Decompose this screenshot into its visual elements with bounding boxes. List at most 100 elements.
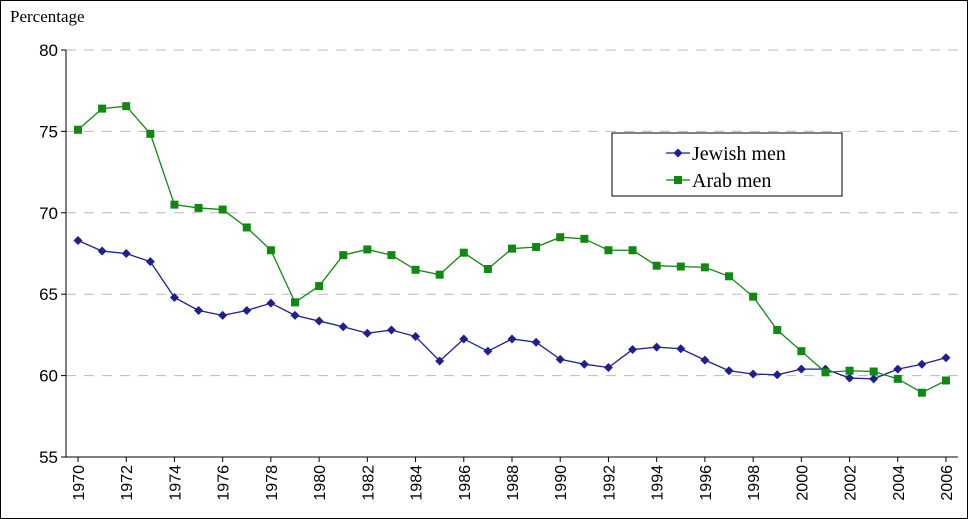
point — [942, 376, 950, 385]
point — [725, 272, 733, 281]
y-tick-label: 70 — [39, 204, 58, 223]
x-tick-label: 1978 — [264, 465, 281, 501]
point — [652, 342, 662, 352]
point — [652, 261, 661, 270]
x-tick-label: 1970 — [71, 465, 88, 501]
point — [676, 344, 686, 354]
point — [435, 270, 444, 279]
y-tick-label: 55 — [39, 448, 58, 467]
point — [459, 334, 469, 344]
legend-marker — [673, 148, 683, 158]
x-tick-label: 2000 — [794, 465, 811, 501]
point — [387, 251, 396, 260]
point — [483, 346, 493, 356]
point — [73, 235, 83, 245]
legend-marker — [674, 176, 682, 184]
point — [531, 337, 541, 347]
point — [724, 366, 734, 376]
y-axis-label: Percentage — [10, 7, 85, 26]
point — [508, 244, 516, 253]
point — [580, 234, 589, 243]
x-tick-label: 1992 — [601, 465, 618, 501]
point — [97, 246, 107, 256]
x-tick-label: 1996 — [698, 465, 715, 501]
point — [242, 223, 251, 232]
point — [242, 305, 252, 315]
legend-box — [611, 132, 843, 197]
point — [146, 129, 155, 138]
point — [218, 310, 228, 320]
x-tick-label: 1980 — [312, 465, 329, 501]
x-tick-label: 1994 — [650, 465, 667, 501]
legend-label: Arab men — [692, 170, 771, 192]
point — [579, 359, 589, 369]
point — [194, 203, 203, 212]
y-tick-label: 80 — [39, 41, 58, 60]
point — [941, 353, 951, 363]
point — [507, 334, 517, 344]
x-tick-label: 1986 — [457, 465, 474, 501]
y-tick-label: 60 — [39, 367, 58, 386]
point — [170, 200, 179, 209]
point — [796, 364, 806, 374]
point — [314, 316, 324, 326]
point — [748, 369, 758, 379]
point — [917, 359, 927, 369]
point — [700, 263, 709, 272]
point — [459, 248, 468, 257]
x-tick-label: 1984 — [409, 465, 426, 501]
point — [845, 373, 855, 383]
point — [917, 388, 926, 397]
point — [604, 246, 613, 255]
y-tick-label: 75 — [39, 122, 58, 141]
point — [145, 257, 155, 267]
point — [628, 345, 638, 355]
point — [315, 282, 324, 291]
point — [869, 367, 878, 376]
x-tick-label: 1976 — [216, 465, 233, 501]
x-tick-label: 2002 — [843, 465, 860, 501]
point — [603, 362, 613, 372]
y-tick-label: 65 — [39, 285, 58, 304]
point — [772, 370, 782, 380]
point — [556, 233, 565, 242]
point — [411, 265, 420, 274]
point — [869, 374, 879, 384]
point — [266, 298, 276, 308]
point — [532, 242, 541, 251]
legend-label: Jewish men — [692, 143, 786, 165]
point — [893, 364, 903, 374]
point — [628, 246, 637, 255]
x-tick-label: 1990 — [553, 465, 570, 501]
point — [773, 326, 782, 335]
x-tick-label: 1974 — [167, 465, 184, 501]
point — [194, 305, 204, 315]
point — [362, 328, 372, 338]
point — [483, 264, 492, 273]
point — [797, 347, 806, 356]
x-tick-label: 1972 — [119, 465, 136, 501]
point — [411, 332, 421, 342]
point — [98, 104, 107, 113]
point — [338, 322, 348, 332]
point — [821, 368, 830, 377]
point — [700, 355, 710, 365]
point — [74, 125, 82, 134]
point — [122, 102, 131, 111]
point — [218, 205, 227, 214]
point — [555, 354, 565, 364]
point — [845, 366, 854, 375]
point — [386, 325, 396, 335]
point — [749, 292, 758, 301]
point — [121, 249, 131, 258]
point — [291, 298, 299, 307]
x-tick-label: 1982 — [360, 465, 377, 501]
point — [339, 251, 348, 260]
point — [676, 262, 685, 271]
x-tick-label: 1998 — [746, 465, 763, 501]
x-tick-label: 2004 — [891, 465, 908, 501]
x-tick-label: 2006 — [939, 465, 956, 501]
